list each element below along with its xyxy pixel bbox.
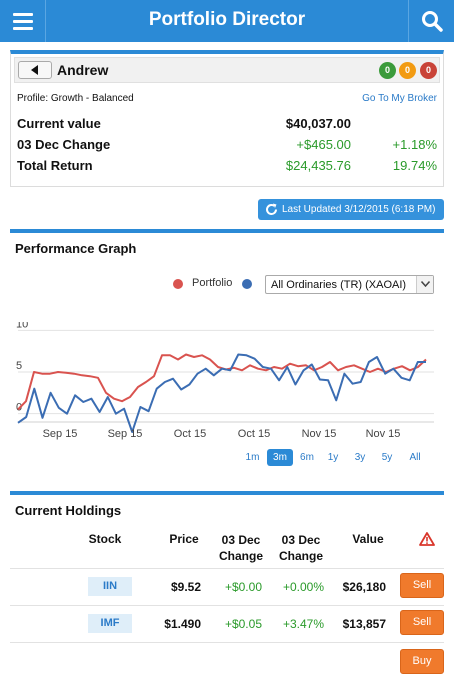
section-title: Current Holdings bbox=[15, 503, 122, 518]
benchmark-select-value: All Ordinaries (TR) (XAOAI) bbox=[271, 279, 407, 291]
range-all[interactable]: All bbox=[409, 452, 421, 463]
status-badge-green[interactable]: 0 bbox=[379, 62, 396, 79]
holding-price: $9.52 bbox=[170, 580, 201, 594]
portfolio-legend-dot bbox=[173, 279, 183, 289]
divider bbox=[10, 642, 444, 643]
buy-button[interactable]: Buy bbox=[400, 649, 444, 674]
column-header-price: Price bbox=[169, 532, 199, 546]
summary-percent: 19.74% bbox=[392, 158, 437, 173]
y-tick-label: 5 bbox=[16, 360, 22, 372]
summary-percent: +1.18% bbox=[392, 137, 437, 152]
holding-change: +$0.00 bbox=[224, 580, 262, 594]
summary-label: Current value bbox=[17, 116, 101, 131]
status-badge-orange[interactable]: 0 bbox=[399, 62, 416, 79]
warning-triangle-icon[interactable] bbox=[419, 532, 435, 546]
range-6m[interactable]: 6m bbox=[300, 452, 314, 463]
x-tick-label: Nov 15 bbox=[302, 428, 337, 440]
column-header-value: Value bbox=[352, 532, 384, 546]
holding-price: $1.490 bbox=[164, 617, 201, 631]
search-icon bbox=[422, 11, 443, 32]
account-header: Andrew 0 0 0 bbox=[14, 57, 440, 83]
ticker-badge[interactable]: IMF bbox=[88, 614, 132, 633]
top-app-bar: Portfolio Director bbox=[0, 0, 454, 42]
menu-button[interactable] bbox=[0, 0, 46, 42]
last-updated-text: Last Updated 3/12/2015 (6:18 PM) bbox=[282, 204, 436, 215]
x-tick-label: Nov 15 bbox=[366, 428, 401, 440]
profile-label: Profile: Growth - Balanced bbox=[17, 93, 134, 104]
hamburger-icon bbox=[12, 12, 33, 16]
range-3m[interactable]: 3m bbox=[267, 449, 293, 466]
range-3y[interactable]: 3y bbox=[354, 452, 366, 463]
x-tick-label: Sep 15 bbox=[43, 428, 78, 440]
status-badge-red[interactable]: 0 bbox=[420, 62, 437, 79]
account-name: Andrew bbox=[57, 62, 109, 78]
summary-label: Total Return bbox=[17, 158, 93, 173]
holding-change-pct: +0.00% bbox=[282, 580, 324, 594]
account-summary-card: Andrew 0 0 0 Profile: Growth - Balanced … bbox=[10, 50, 444, 187]
portfolio-legend-label: Portfolio bbox=[192, 277, 233, 289]
column-header-stock: Stock bbox=[88, 532, 122, 546]
range-5y[interactable]: 5y bbox=[381, 452, 393, 463]
holding-change-pct: +3.47% bbox=[282, 617, 324, 631]
summary-label: 03 Dec Change bbox=[17, 137, 111, 152]
refresh-button[interactable]: Last Updated 3/12/2015 (6:18 PM) bbox=[258, 199, 444, 220]
ticker-badge[interactable]: IIN bbox=[88, 577, 132, 596]
back-arrow-icon bbox=[31, 65, 38, 75]
range-1m[interactable]: 1m bbox=[245, 452, 260, 463]
sell-button[interactable]: Sell bbox=[400, 610, 444, 635]
divider bbox=[10, 568, 444, 569]
x-tick-label: Sep 15 bbox=[108, 428, 143, 440]
y-tick-label: 10 bbox=[16, 322, 28, 330]
column-header-change: 03 Dec Change bbox=[218, 533, 263, 563]
summary-value: +$465.00 bbox=[296, 137, 351, 152]
holding-value: $13,857 bbox=[342, 617, 386, 631]
divider bbox=[10, 605, 444, 606]
summary-value: $24,435.76 bbox=[285, 158, 351, 173]
holdings-section: Current Holdings bbox=[10, 491, 444, 681]
back-button[interactable] bbox=[18, 61, 52, 79]
x-tick-label: Oct 15 bbox=[238, 428, 270, 440]
column-header-change-pct: 03 Dec Change bbox=[278, 533, 323, 563]
section-title: Performance Graph bbox=[15, 241, 137, 256]
benchmark-legend-dot bbox=[242, 279, 252, 289]
performance-section: Performance Graph bbox=[10, 229, 444, 479]
holding-value: $26,180 bbox=[342, 580, 386, 594]
benchmark-select[interactable]: All Ordinaries (TR) (XAOAI) bbox=[265, 275, 434, 294]
range-1y[interactable]: 1y bbox=[327, 452, 339, 463]
sell-button[interactable]: Sell bbox=[400, 573, 444, 598]
search-button[interactable] bbox=[408, 0, 454, 42]
summary-value: $40,037.00 bbox=[285, 116, 351, 131]
chevron-down-icon bbox=[421, 281, 430, 287]
series-line-benchmark bbox=[17, 353, 426, 433]
refresh-icon bbox=[266, 203, 277, 215]
broker-link[interactable]: Go To My Broker bbox=[362, 93, 437, 104]
series-line-portfolio bbox=[17, 353, 427, 411]
holding-change: +$0.05 bbox=[224, 617, 262, 631]
app-title: Portfolio Director bbox=[148, 9, 306, 30]
x-tick-label: Oct 15 bbox=[174, 428, 206, 440]
